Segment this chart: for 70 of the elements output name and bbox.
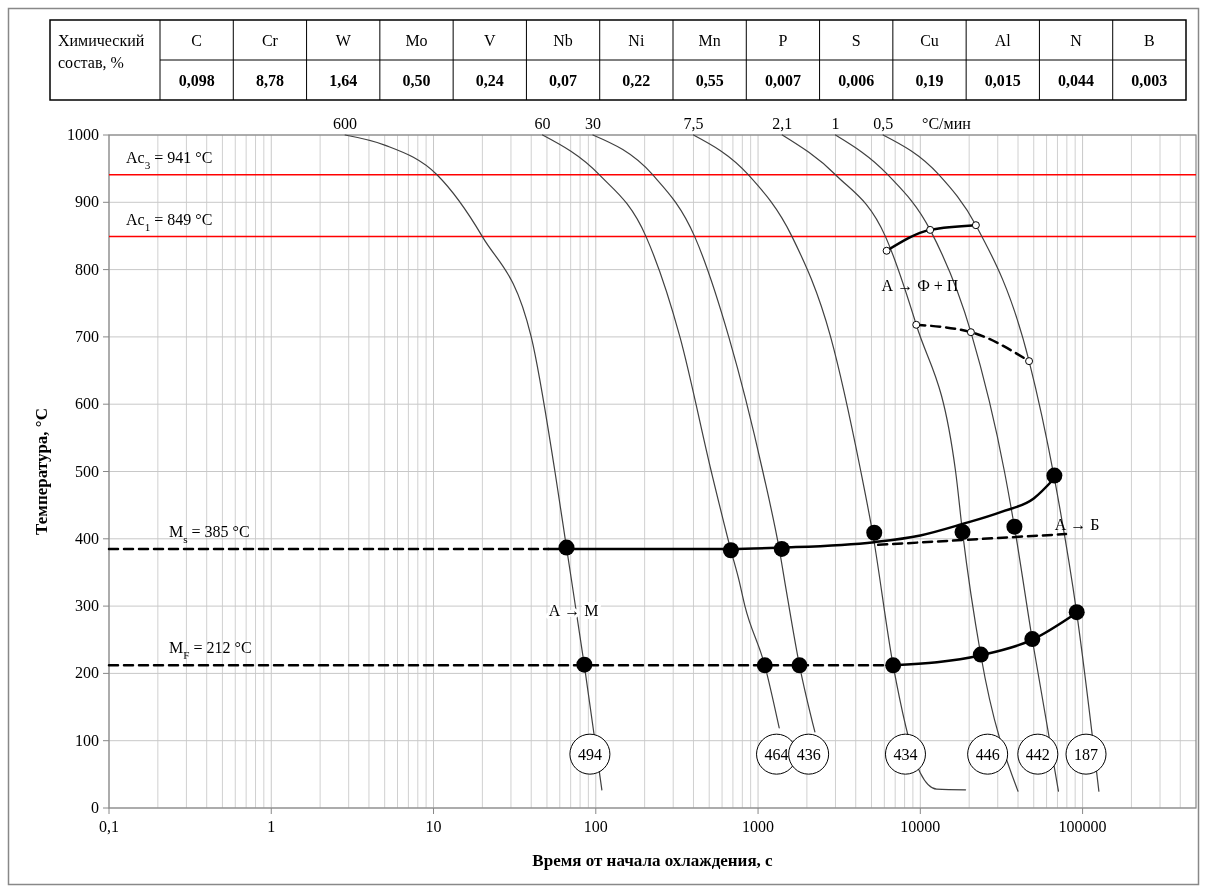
x-tick-label: 10 bbox=[425, 818, 442, 835]
y-tick-label: 1000 bbox=[67, 126, 99, 143]
category-label: Mo bbox=[405, 32, 428, 49]
category-label: P bbox=[778, 32, 788, 49]
annotation: 446 bbox=[975, 746, 1000, 764]
category-label: Ni bbox=[628, 32, 645, 49]
series-label: 2,1 bbox=[772, 115, 793, 132]
annotation: 434 bbox=[893, 746, 918, 764]
y-tick-label: 800 bbox=[75, 260, 99, 278]
x-tick-label: 100 bbox=[583, 818, 608, 835]
annotation: 187 bbox=[1074, 746, 1099, 764]
category-label: Cr bbox=[261, 32, 279, 49]
text: 0,015 bbox=[984, 72, 1021, 89]
y-tick-label: 300 bbox=[75, 597, 99, 615]
series-label: M$_{F}$ = 212 °C bbox=[169, 639, 252, 662]
annotation: А → Б bbox=[1054, 516, 1100, 533]
y-axis-title: Температура, °С bbox=[32, 408, 51, 535]
y-tick-label: 900 bbox=[75, 193, 99, 211]
ref-line-label: Ac$_{3}$ = 941 °C bbox=[126, 148, 213, 171]
text: 0,19 bbox=[915, 72, 944, 89]
series-label: 60 bbox=[534, 115, 551, 132]
x-tick-label: 10000 bbox=[900, 818, 941, 835]
y-tick-label: 500 bbox=[75, 462, 99, 480]
y-tick-label: 700 bbox=[75, 327, 99, 345]
text: 1,64 bbox=[329, 72, 358, 89]
category-label: S bbox=[851, 32, 861, 49]
annotation: 464 bbox=[764, 746, 789, 764]
text: 0,50 bbox=[402, 72, 431, 89]
text: 0,007 bbox=[764, 72, 801, 89]
category-label: Al bbox=[994, 32, 1012, 49]
ref-line-label: Ac$_{1}$ = 849 °C bbox=[126, 210, 213, 233]
text: 0,22 bbox=[622, 72, 651, 89]
annotation: 436 bbox=[796, 746, 821, 764]
category-label: Cu bbox=[920, 32, 939, 49]
y-tick-label: 600 bbox=[75, 395, 99, 413]
category-label: V bbox=[484, 32, 496, 49]
text: 0,55 bbox=[695, 72, 724, 89]
series-label: 0,5 bbox=[873, 115, 894, 132]
x-axis-title: Время от начала охлаждения, с bbox=[532, 851, 774, 870]
x-tick-label: 0,1 bbox=[99, 818, 119, 835]
annotation: А → Ф + П bbox=[881, 277, 959, 294]
text: °С/мин bbox=[922, 115, 972, 132]
annotation: 494 bbox=[577, 746, 602, 764]
y-tick-label: 0 bbox=[91, 799, 99, 816]
series-label: 30 bbox=[584, 115, 601, 132]
x-tick-label: 1 bbox=[267, 818, 276, 835]
y-tick-label: 200 bbox=[75, 664, 99, 682]
annotation: 442 bbox=[1025, 746, 1050, 764]
category-label: B bbox=[1144, 32, 1155, 49]
text: 8,78 bbox=[255, 72, 284, 89]
y-tick-label: 100 bbox=[75, 731, 99, 749]
series-label: M$_{s}$ = 385 °C bbox=[169, 522, 250, 545]
category-label: C bbox=[191, 32, 202, 49]
category-label: W bbox=[335, 32, 352, 49]
series-label: 7,5 bbox=[683, 115, 704, 132]
text: Химический состав, % bbox=[58, 32, 145, 71]
x-tick-label: 100000 bbox=[1058, 818, 1107, 835]
series-label: 600 bbox=[333, 115, 358, 132]
category-label: N bbox=[1070, 32, 1083, 49]
x-tick-label: 1000 bbox=[742, 818, 775, 835]
series-label: 1 bbox=[831, 115, 840, 132]
y-tick-label: 400 bbox=[75, 529, 99, 547]
text: 0,24 bbox=[475, 72, 504, 89]
category-label: Nb bbox=[553, 32, 573, 49]
text: 0,098 bbox=[178, 72, 215, 89]
text: 0,044 bbox=[1058, 72, 1095, 89]
category-label: Mn bbox=[698, 32, 721, 49]
text: 0,006 bbox=[838, 72, 875, 89]
text: 0,07 bbox=[549, 72, 578, 89]
text: 0,003 bbox=[1131, 72, 1168, 89]
